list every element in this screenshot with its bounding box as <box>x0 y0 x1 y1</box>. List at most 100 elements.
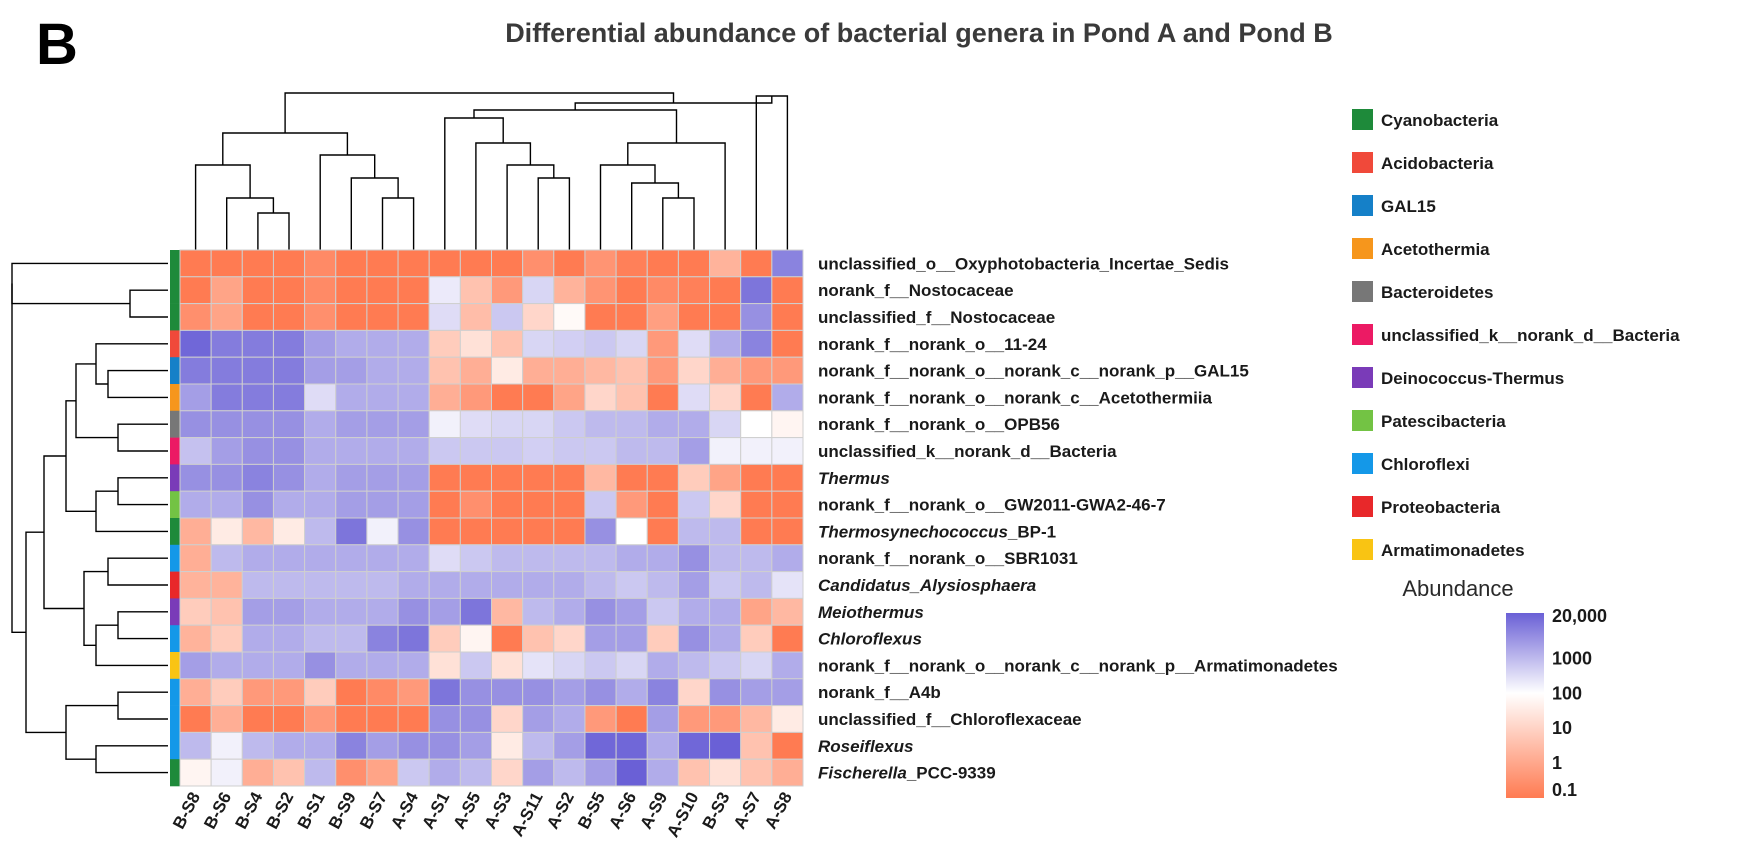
heatmap-cell <box>740 651 773 680</box>
heatmap-cell <box>646 571 679 599</box>
dendrogram-branch <box>475 142 532 250</box>
heatmap-cell <box>210 678 243 707</box>
heatmap-cell <box>491 705 524 733</box>
heatmap-cell <box>397 410 430 439</box>
row-label: Fischerella_PCC-9339 <box>818 764 996 783</box>
dendrogram-branch <box>25 531 66 734</box>
heatmap-cell <box>522 383 555 412</box>
heatmap-cell <box>584 463 617 492</box>
column-dendrogram <box>194 92 789 250</box>
heatmap-cell <box>241 356 274 385</box>
heatmap-cell <box>459 490 493 519</box>
legend-swatch <box>1352 496 1373 517</box>
heatmap-cell <box>179 463 212 492</box>
heatmap-cell <box>615 249 648 278</box>
heatmap-cell <box>241 571 274 599</box>
heatmap-cell <box>522 276 555 305</box>
heatmap-cell <box>615 705 648 733</box>
heatmap-cell <box>397 276 430 305</box>
heatmap-cell <box>335 463 368 492</box>
heatmap-cell <box>646 437 679 465</box>
dendrogram-branch <box>117 611 168 640</box>
heatmap-cell <box>709 517 742 546</box>
dendrogram-branch <box>662 197 695 250</box>
heatmap-cell <box>553 597 586 626</box>
heatmap-cell <box>272 410 306 439</box>
heatmap-cell <box>522 571 555 599</box>
heatmap-cell <box>491 758 524 787</box>
heatmap-cell <box>771 437 804 465</box>
heatmap-cell <box>677 249 711 278</box>
heatmap-cell <box>366 276 399 305</box>
row-label-suffix: _BP-1 <box>1007 522 1056 541</box>
heatmap-cell <box>179 329 212 358</box>
heatmap-cell <box>646 624 679 653</box>
heatmap-cell <box>210 651 243 680</box>
heatmap-cell <box>179 544 212 573</box>
heatmap-cell <box>459 356 493 385</box>
heatmap-cell <box>241 651 274 680</box>
heatmap-cell <box>459 571 493 599</box>
row-label-text: unclassified_k__norank_d__Bacteria <box>818 442 1117 461</box>
heatmap-cell <box>304 597 337 626</box>
dendrogram-branch <box>257 212 290 250</box>
column-label: B-S1 <box>294 789 329 832</box>
heatmap-cell <box>491 651 524 680</box>
heatmap-cell <box>491 490 524 519</box>
heatmap-cell <box>459 731 493 760</box>
heatmap-cell <box>740 597 773 626</box>
heatmap-cell <box>397 437 430 465</box>
column-label: B-S6 <box>200 789 235 832</box>
heatmap-cell <box>584 303 617 331</box>
heatmap-cell <box>522 249 555 278</box>
heatmap-cell <box>241 490 274 519</box>
heatmap-cell <box>491 383 524 412</box>
heatmap-cell <box>241 303 274 331</box>
heatmap-cell <box>646 705 679 733</box>
heatmap-cell <box>272 276 306 305</box>
heatmap-cell <box>491 517 524 546</box>
heatmap-cell <box>428 437 461 465</box>
heatmap-cell <box>740 490 773 519</box>
row-label-italic: Thermosynechococcus <box>818 522 1008 541</box>
heatmap-cell <box>677 678 711 707</box>
heatmap-cell <box>553 758 586 787</box>
heatmap-cell <box>677 651 711 680</box>
heatmap-cell <box>615 758 648 787</box>
dendrogram-branch <box>65 704 118 760</box>
heatmap-cell <box>366 437 399 465</box>
heatmap-cell <box>646 490 679 519</box>
column-label: B-S9 <box>325 789 360 832</box>
heatmap-cell <box>304 249 337 278</box>
heatmap-cell <box>335 329 368 358</box>
heatmap-cell <box>709 276 742 305</box>
heatmap-cell <box>335 597 368 626</box>
legend-swatch <box>1352 410 1373 431</box>
row-label-text: unclassified_o__Oxyphotobacteria_Incerta… <box>818 254 1229 273</box>
heatmap-cell <box>646 678 679 707</box>
legend-swatch <box>1352 238 1373 259</box>
row-labels: unclassified_o__Oxyphotobacteria_Incerta… <box>818 254 1338 782</box>
row-label-text: norank_f__norank_o__SBR1031 <box>818 549 1078 568</box>
heatmap-cell <box>553 731 586 760</box>
heatmap-cell <box>366 624 399 653</box>
heatmap-cell <box>210 276 243 305</box>
heatmap-cell <box>771 383 804 412</box>
color-scale: Abundance 20,000 1000 100 10 1 0.1 <box>1402 576 1607 800</box>
heatmap-cell <box>584 276 617 305</box>
heatmap-cell <box>335 517 368 546</box>
heatmap-cell <box>740 437 773 465</box>
heatmap-cell <box>272 437 306 465</box>
heatmap-cell <box>553 410 586 439</box>
dendrogram-branch <box>194 164 251 250</box>
heatmap-cell <box>272 624 306 653</box>
heatmap-cell <box>335 651 368 680</box>
heatmap-cell <box>646 303 679 331</box>
dendrogram-branch <box>95 745 168 774</box>
row-label-text: norank_f__A4b <box>818 683 941 702</box>
heatmap-cell <box>335 249 368 278</box>
heatmap-cell <box>584 571 617 599</box>
heatmap-cell <box>771 276 804 305</box>
heatmap-cell <box>210 597 243 626</box>
heatmap-cell <box>179 678 212 707</box>
